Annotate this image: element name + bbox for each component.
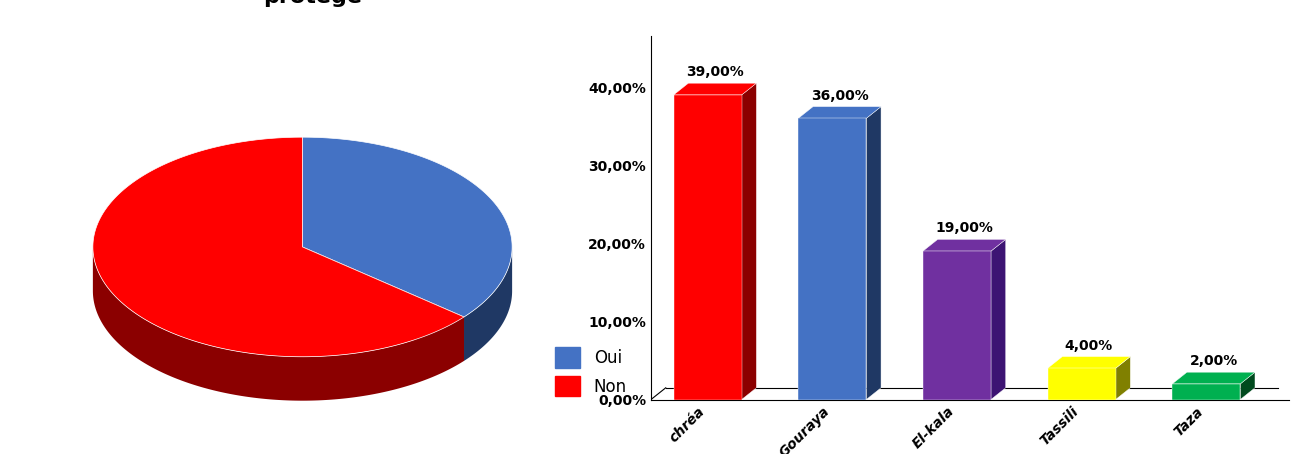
Bar: [798, 118, 866, 400]
Polygon shape: [302, 137, 512, 317]
Title: Fréquence pour d'espace
protégé: Fréquence pour d'espace protégé: [155, 0, 470, 7]
Bar: [1172, 384, 1241, 400]
Bar: [1048, 368, 1116, 400]
Polygon shape: [302, 247, 464, 361]
Polygon shape: [673, 83, 756, 95]
Polygon shape: [464, 247, 512, 361]
Polygon shape: [302, 247, 464, 361]
Polygon shape: [798, 107, 881, 118]
Text: 2,00%: 2,00%: [1190, 354, 1238, 368]
Polygon shape: [92, 247, 464, 401]
Polygon shape: [866, 107, 881, 400]
Polygon shape: [1116, 356, 1130, 400]
Bar: [673, 95, 742, 400]
Polygon shape: [1172, 372, 1255, 384]
Legend: Oui, Non: Oui, Non: [548, 341, 634, 403]
Text: 4,00%: 4,00%: [1065, 339, 1113, 353]
Text: 36,00%: 36,00%: [811, 89, 868, 103]
Polygon shape: [923, 239, 1005, 251]
Polygon shape: [92, 137, 464, 357]
Text: 19,00%: 19,00%: [935, 222, 993, 236]
Text: 39,00%: 39,00%: [686, 65, 743, 79]
Polygon shape: [742, 83, 756, 400]
Polygon shape: [991, 239, 1005, 400]
Bar: [923, 251, 991, 400]
Polygon shape: [1048, 356, 1130, 368]
Polygon shape: [1241, 372, 1255, 400]
